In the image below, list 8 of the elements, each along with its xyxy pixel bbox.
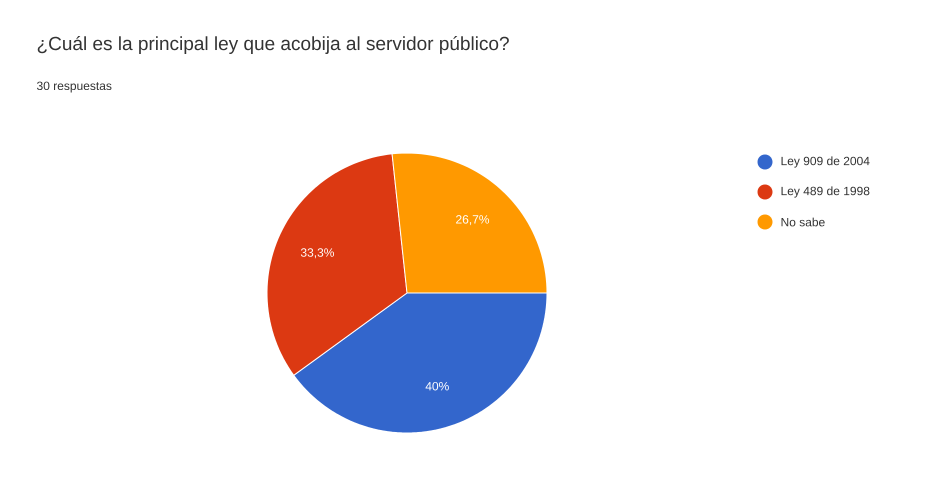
legend-label: Ley 909 de 2004 — [782, 156, 870, 168]
data-label: 33,3% — [300, 248, 334, 258]
legend-label: Ley 489 de 1998 — [782, 186, 870, 198]
data-label: 26,7% — [456, 215, 490, 226]
chart-title: ¿Cuál es la principal ley que acobija al servidor público? — [38, 36, 509, 54]
data-label: 40% — [426, 382, 449, 390]
legend-label: No sabe — [782, 218, 825, 226]
text: 30 respuestas — [36, 82, 112, 92]
